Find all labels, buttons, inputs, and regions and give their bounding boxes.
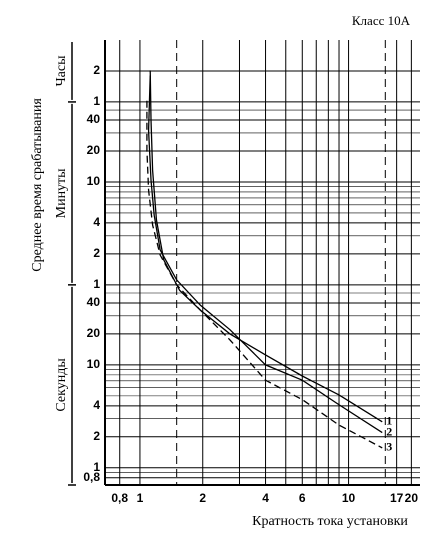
x-tick-label: 17 (390, 491, 404, 505)
x-tick-label: 0,8 (111, 491, 128, 505)
series-label: 1 (386, 414, 392, 428)
y-axis-label: Среднее время срабатывания (30, 98, 45, 272)
section-label: Секунды (54, 358, 69, 412)
curve (149, 70, 383, 423)
y-tick-label: 4 (93, 215, 100, 229)
y-tick-label: 4 (93, 398, 100, 412)
chart-title: Класс 10А (352, 13, 411, 28)
y-tick-label: 2 (93, 429, 100, 443)
section-label: Часы (54, 55, 69, 87)
section-label: Минуты (54, 168, 69, 219)
y-tick-label: 40 (87, 112, 101, 126)
y-tick-label: 1 (93, 94, 100, 108)
x-tick-label: 10 (342, 491, 356, 505)
y-tick-label: 10 (87, 357, 101, 371)
y-tick-label: 1 (93, 277, 100, 291)
x-axis-label: Кратность тока установки (252, 514, 408, 529)
series-label: 3 (386, 440, 392, 454)
x-tick-label: 1 (137, 491, 144, 505)
y-tick-label: 20 (87, 143, 101, 157)
y-tick-label: 10 (87, 174, 101, 188)
y-tick-label: 1 (93, 460, 100, 474)
curve (146, 100, 383, 449)
y-tick-label: 20 (87, 326, 101, 340)
y-tick-label: 2 (93, 63, 100, 77)
x-tick-label: 4 (262, 491, 269, 505)
x-tick-label: 6 (299, 491, 306, 505)
y-tick-label: 40 (87, 295, 101, 309)
curve (147, 75, 383, 434)
series-label: 2 (386, 424, 392, 438)
x-tick-label: 20 (405, 491, 419, 505)
y-tick-label: 0,8 (83, 470, 100, 484)
y-tick-label: 2 (93, 246, 100, 260)
x-tick-label: 2 (199, 491, 206, 505)
